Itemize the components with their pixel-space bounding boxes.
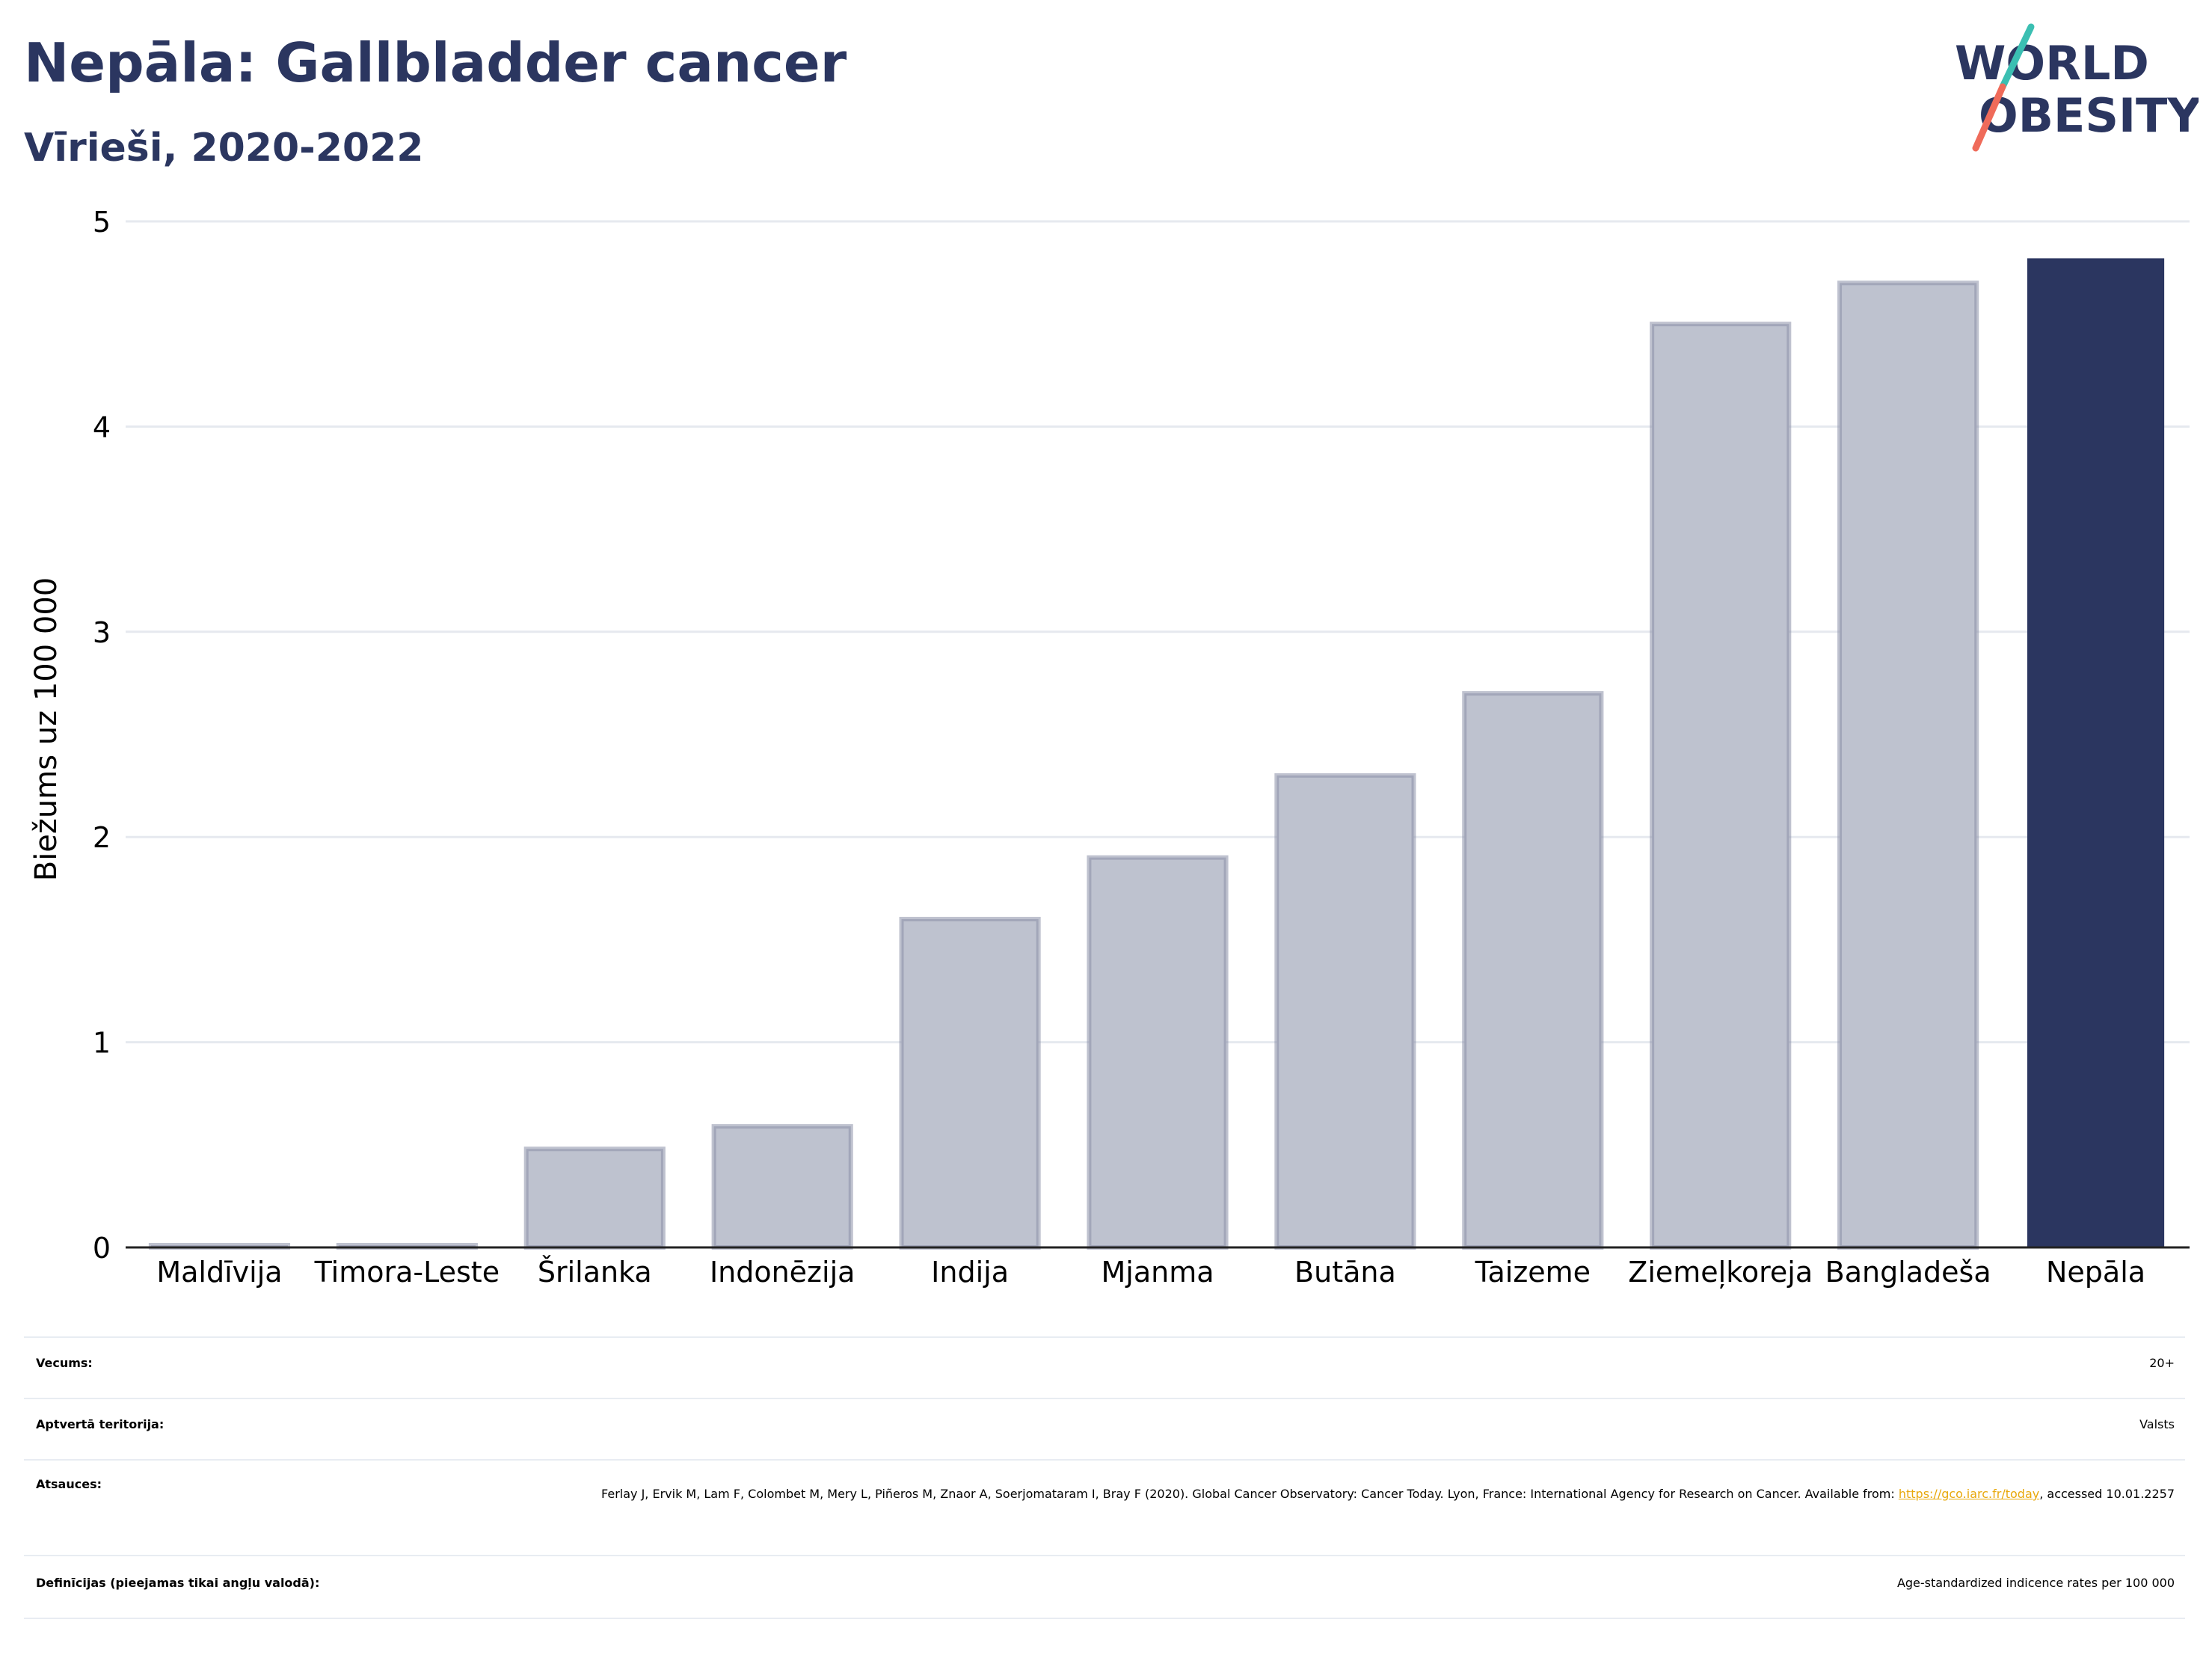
bar-Mjanma <box>1087 855 1229 1250</box>
world-obesity-logo: WORLD OBESITY <box>1955 23 2199 152</box>
y-tick-label: 2 <box>93 821 111 854</box>
bar-Butāna <box>1274 773 1416 1250</box>
definitions-value: Age-standardized indicence rates per 100… <box>1896 1576 2175 1590</box>
bar-Ziemeļkoreja <box>1650 322 1792 1250</box>
bar-Indija <box>899 916 1041 1250</box>
y-axis-label: Biežums uz 100 000 <box>29 577 64 882</box>
x-tick-label: Nepāla <box>2046 1256 2145 1289</box>
logo-line-2: OBESITY <box>1979 88 2199 143</box>
references-label: Atsauces: <box>36 1477 102 1491</box>
y-tick-label: 3 <box>93 616 111 649</box>
bars <box>148 258 2165 1250</box>
x-tick-label: Timora-Leste <box>314 1256 500 1289</box>
definitions-label: Definīcijas (pieejamas tikai angļu valod… <box>36 1576 320 1590</box>
references-accessed: , accessed 10.01.2257 <box>2039 1487 2175 1501</box>
bar-Bangladeša <box>1837 280 1979 1250</box>
y-tick-label: 4 <box>93 411 111 443</box>
meta-row-definitions: Definīcijas (pieejamas tikai angļu valod… <box>24 1555 2185 1619</box>
meta-row-territory: Aptvertā teritorija: Valsts <box>24 1398 2185 1461</box>
x-tick-label: Mjanma <box>1101 1256 1214 1289</box>
y-tick-label: 0 <box>93 1232 111 1265</box>
chart-title: Nepāla: Gallbladder cancer <box>24 31 847 94</box>
x-tick-label: Bangladeša <box>1825 1256 1991 1289</box>
bar-Nepāla <box>2027 258 2165 1248</box>
references-text: Ferlay J, Ervik M, Lam F, Colombet M, Me… <box>601 1487 1899 1501</box>
bar-Indonēzija <box>711 1124 853 1250</box>
bar-Taizeme <box>1462 691 1604 1250</box>
references-value: Ferlay J, Ervik M, Lam F, Colombet M, Me… <box>567 1477 2175 1511</box>
territory-value: Valsts <box>2139 1417 2175 1431</box>
x-tick-label: Šrilanka <box>538 1256 652 1289</box>
logo-line-1: WORLD <box>1955 36 2149 90</box>
x-tick-label: Indija <box>931 1256 1009 1289</box>
x-tick-label: Indonēzija <box>710 1256 855 1289</box>
meta-row-references: Atsauces: Ferlay J, Ervik M, Lam F, Colo… <box>24 1459 2185 1556</box>
x-tick-label: Ziemeļkoreja <box>1628 1256 1813 1289</box>
y-tick-label: 1 <box>93 1027 111 1060</box>
y-tick-label: 5 <box>93 206 111 239</box>
bar-Šrilanka <box>523 1146 666 1250</box>
meta-row-age: Vecums: 20+ <box>24 1336 2185 1399</box>
age-label: Vecums: <box>36 1356 93 1370</box>
chart-subtitle: Vīrieši, 2020-2022 <box>24 126 424 171</box>
x-tick-label: Butāna <box>1294 1256 1396 1289</box>
axes: 0 1 2 3 4 5 Maldīvija Timora-Leste Šrilanka Indon… <box>93 206 2190 1289</box>
territory-label: Aptvertā teritorija: <box>36 1417 165 1431</box>
x-tick-label: Maldīvija <box>156 1256 282 1289</box>
bar-chart: 0 1 2 3 4 5 Maldīvija Timora-Leste Šrilanka Indon… <box>29 206 2190 1289</box>
x-tick-label: Taizeme <box>1475 1256 1591 1289</box>
references-link[interactable]: https://gco.iarc.fr/today <box>1898 1487 2040 1501</box>
age-value: 20+ <box>2149 1356 2175 1370</box>
